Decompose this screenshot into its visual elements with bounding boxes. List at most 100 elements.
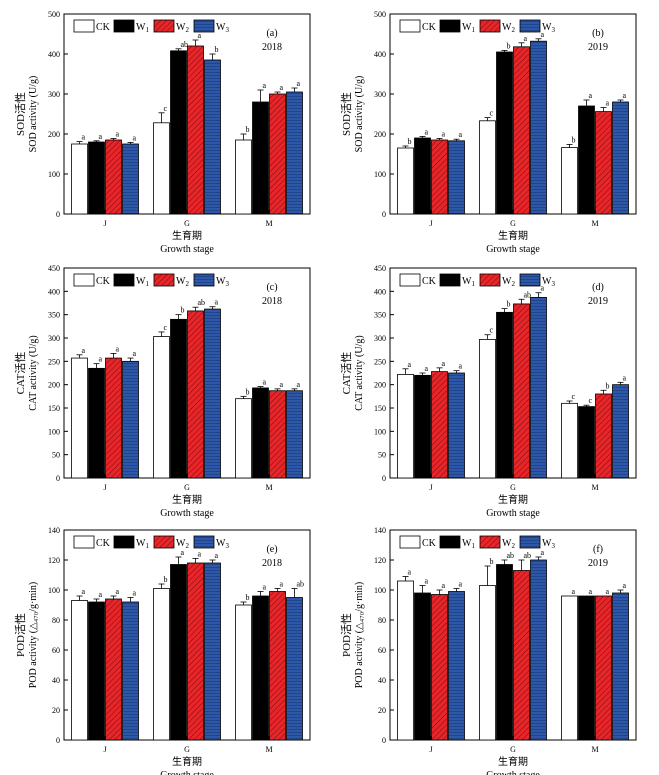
x-tick-label: M bbox=[265, 219, 272, 228]
legend-swatch bbox=[479, 273, 501, 287]
x-axis-title-en: Growth stage bbox=[486, 770, 540, 775]
y-axis-title-cn: SOD活性 bbox=[13, 92, 27, 136]
bar bbox=[414, 374, 431, 479]
y-tick-label: 100 bbox=[48, 170, 60, 179]
significance-letter: c bbox=[490, 109, 494, 118]
significance-letter: a bbox=[425, 364, 429, 373]
y-tick-label: 100 bbox=[374, 170, 386, 179]
significance-letter: a bbox=[589, 91, 593, 100]
bar bbox=[252, 387, 269, 479]
significance-letter: b bbox=[215, 45, 219, 54]
y-tick-label: 400 bbox=[374, 50, 386, 59]
bar bbox=[269, 390, 286, 479]
x-axis-title-cn: 生育期 bbox=[498, 493, 528, 506]
panel-year: 2019 bbox=[588, 42, 608, 53]
legend-swatch bbox=[519, 19, 541, 33]
y-tick-label: 200 bbox=[374, 381, 386, 390]
significance-letter: a bbox=[541, 30, 545, 39]
bar bbox=[71, 357, 88, 479]
bar bbox=[530, 559, 547, 741]
legend-label: CK bbox=[422, 276, 437, 287]
legend-label-text: W bbox=[462, 538, 472, 549]
significance-letter: b bbox=[490, 557, 494, 566]
bar bbox=[170, 50, 187, 215]
x-tick-label: J bbox=[103, 219, 106, 228]
y-tick-label: 250 bbox=[374, 357, 386, 366]
legend-swatch bbox=[193, 535, 215, 549]
legend-label: W2 bbox=[502, 22, 515, 34]
legend-label: W3 bbox=[542, 22, 555, 34]
legend-label-text: CK bbox=[422, 538, 437, 549]
bar bbox=[414, 137, 431, 215]
significance-letter: a bbox=[198, 31, 202, 40]
y-tick-label: 100 bbox=[48, 427, 60, 436]
x-tick-label: J bbox=[429, 219, 432, 228]
bar bbox=[448, 591, 465, 741]
significance-letter: ab bbox=[297, 580, 305, 589]
legend-label-text: W bbox=[216, 276, 226, 287]
legend-swatch bbox=[439, 535, 461, 549]
bar bbox=[105, 357, 122, 479]
y-axis-title-cn: CAT活性 bbox=[13, 352, 27, 395]
legend-label-text: W bbox=[542, 22, 552, 33]
legend-label: CK bbox=[96, 538, 111, 549]
bar bbox=[431, 371, 448, 479]
bar bbox=[595, 111, 612, 215]
x-axis-title-en: Growth stage bbox=[160, 508, 214, 519]
legend-label-text: W bbox=[176, 276, 186, 287]
legend-label: W2 bbox=[502, 276, 515, 288]
significance-letter: a bbox=[425, 577, 429, 586]
significance-letter: a bbox=[297, 380, 301, 389]
significance-letter: a bbox=[82, 587, 86, 596]
x-axis-title-en: Growth stage bbox=[160, 770, 214, 775]
y-tick-label: 0 bbox=[382, 210, 386, 219]
legend-label: W2 bbox=[176, 22, 189, 34]
legend-label-subscript: 1 bbox=[471, 26, 475, 34]
significance-letter: a bbox=[589, 587, 593, 596]
significance-letter: a bbox=[82, 133, 86, 142]
x-tick-label: M bbox=[591, 483, 598, 492]
x-axis-title-cn: 生育期 bbox=[172, 229, 202, 242]
legend-label-text: W bbox=[462, 276, 472, 287]
x-axis-title-en: Growth stage bbox=[160, 244, 214, 255]
significance-letter: b bbox=[246, 125, 250, 134]
significance-letter: a bbox=[263, 378, 267, 387]
significance-letter: a bbox=[116, 587, 120, 596]
bar bbox=[88, 601, 105, 741]
y-tick-label: 20 bbox=[52, 706, 60, 715]
legend-swatch bbox=[153, 535, 175, 549]
legend-swatch bbox=[399, 535, 421, 549]
y-axis-title-en: SOD activity (U/g) bbox=[354, 76, 365, 153]
x-tick-label: J bbox=[103, 745, 106, 754]
significance-letter: a bbox=[215, 298, 219, 307]
panel-label: (c) bbox=[266, 282, 277, 293]
y-tick-label: 450 bbox=[374, 264, 386, 273]
legend-label-subscript: 3 bbox=[225, 26, 229, 34]
y-axis-title-en: CAT activity (U/g) bbox=[28, 335, 39, 410]
legend-label-text: W bbox=[176, 22, 186, 33]
significance-letter: b bbox=[246, 593, 250, 602]
x-axis-title-en: Growth stage bbox=[486, 244, 540, 255]
legend-swatch bbox=[73, 273, 95, 287]
x-tick-label: G bbox=[510, 219, 516, 228]
legend-label-text: W bbox=[216, 538, 226, 549]
legend-swatch bbox=[479, 19, 501, 33]
significance-letter: a bbox=[99, 590, 103, 599]
panel-label: (b) bbox=[592, 28, 604, 39]
legend-label-text: W bbox=[502, 22, 512, 33]
panel-year: 2019 bbox=[588, 296, 608, 307]
x-tick-label: M bbox=[591, 745, 598, 754]
y-tick-label: 50 bbox=[52, 451, 60, 460]
y-axis-title-en: POD activity (△₄₇₀/g·min) bbox=[354, 582, 365, 688]
y-tick-label: 100 bbox=[48, 586, 60, 595]
bar bbox=[414, 592, 431, 741]
legend-label: W3 bbox=[542, 538, 555, 550]
y-tick-label: 150 bbox=[374, 404, 386, 413]
y-tick-label: 100 bbox=[374, 427, 386, 436]
legend-label: CK bbox=[422, 22, 437, 33]
y-tick-label: 60 bbox=[378, 646, 386, 655]
significance-letter: b bbox=[507, 41, 511, 50]
significance-letter: b bbox=[507, 300, 511, 309]
bar bbox=[122, 360, 139, 479]
